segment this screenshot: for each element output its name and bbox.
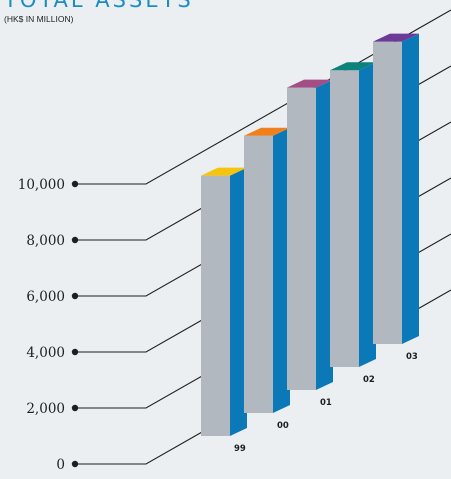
bar-top-99 bbox=[201, 167, 247, 176]
y-tick-label-3: 6,000 bbox=[26, 289, 65, 305]
bar-front-02 bbox=[330, 70, 359, 367]
x-category-labels: 99 00 01 02 03 bbox=[234, 352, 418, 454]
y-tick-label-2: 4,000 bbox=[26, 345, 65, 361]
bar-top-01 bbox=[287, 79, 333, 88]
x-category-label-03: 03 bbox=[406, 352, 418, 362]
bar-side-03 bbox=[402, 33, 419, 344]
y-tick-label-0: 0 bbox=[56, 457, 65, 473]
chart-subtitle: (HK$ IN MILLION) bbox=[4, 14, 74, 24]
bars bbox=[201, 33, 419, 436]
bar-top-00 bbox=[244, 127, 290, 136]
y-tick-label-1: 2,000 bbox=[26, 401, 65, 417]
bar-00 bbox=[244, 127, 290, 414]
x-category-label-01: 01 bbox=[320, 398, 332, 408]
bar-top-02 bbox=[330, 62, 376, 71]
chart-title: TOTAL ASSETS bbox=[4, 0, 194, 12]
y-tick-label-4: 8,000 bbox=[26, 233, 65, 249]
bar-front-99 bbox=[201, 175, 230, 436]
bar-front-03 bbox=[373, 41, 402, 344]
bar-02 bbox=[330, 62, 376, 367]
bar-99 bbox=[201, 167, 247, 436]
bar-side-99 bbox=[230, 167, 247, 436]
bar-03 bbox=[373, 33, 419, 344]
bar-01 bbox=[287, 79, 333, 390]
x-category-label-00: 00 bbox=[277, 421, 289, 431]
bar-side-02 bbox=[359, 62, 376, 367]
bar-front-01 bbox=[287, 87, 316, 390]
y-tick-label-5: 10,000 bbox=[18, 177, 65, 193]
x-category-label-02: 02 bbox=[363, 375, 375, 385]
y-tick-labels: 0 2,000 4,000 6,000 8,000 10,000 bbox=[18, 177, 65, 473]
x-category-label-99: 99 bbox=[234, 444, 246, 454]
bar-top-03 bbox=[373, 33, 419, 42]
bar-side-00 bbox=[273, 127, 290, 414]
bar-front-00 bbox=[244, 135, 273, 414]
bar-side-01 bbox=[316, 79, 333, 390]
